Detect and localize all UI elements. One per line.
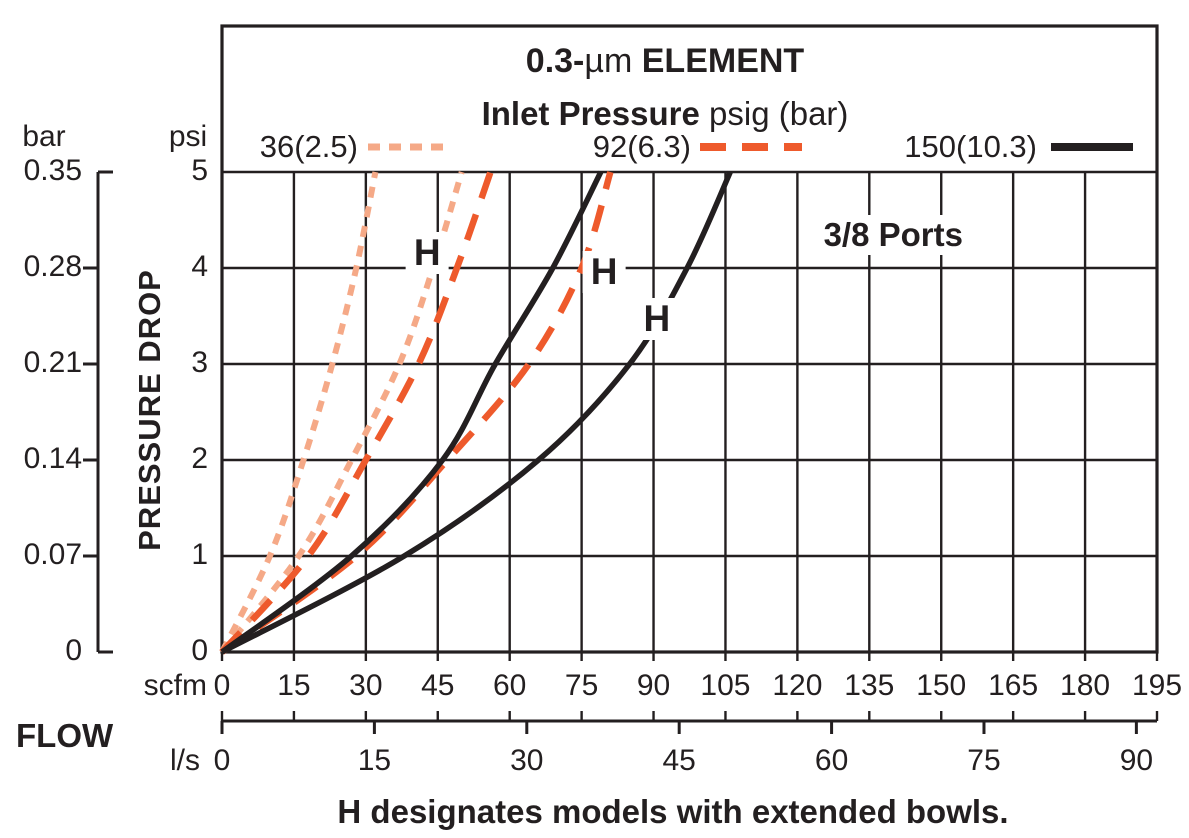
chart-subtitle: Inlet Pressure psig (bar)	[482, 95, 849, 133]
chart-title-micron: µm	[584, 42, 633, 80]
flow-axis-title: FLOW	[16, 717, 114, 754]
chart-frame	[220, 24, 1159, 654]
scfm-tick-label: 45	[421, 669, 455, 702]
scfm-tick-label: 15	[277, 669, 311, 702]
bar-tick-label: 0.14	[23, 442, 82, 475]
legend-label-92: 92(6.3)	[592, 129, 691, 164]
scfm-tick-label: 30	[349, 669, 383, 702]
ls-tick-label: 75	[967, 744, 1001, 777]
ls-tick-label: 15	[357, 744, 392, 777]
scfm-unit-label: scfm	[143, 669, 207, 702]
curve-36-2-5-	[219, 171, 379, 654]
psi-tick-label: 2	[191, 442, 208, 475]
curve-92-6-3-	[219, 170, 494, 655]
bar-tick-label: 0	[65, 634, 82, 667]
bar-tick-label: 0.28	[23, 250, 82, 283]
h-curve-label: H	[405, 231, 449, 274]
scfm-tick-label: 105	[700, 669, 751, 702]
extended-bowls-note: H designates models with extended bowls.	[337, 793, 1009, 830]
ls-tick-label: 90	[1119, 744, 1154, 777]
ls-tick-label: 45	[662, 744, 696, 777]
scfm-tick-label: 90	[636, 669, 671, 702]
psi-tick-label: 3	[191, 346, 208, 379]
scfm-tick-label: 150	[916, 669, 967, 702]
bar-tick-label: 0.21	[23, 346, 82, 379]
legend-label-36: 36(2.5)	[259, 129, 358, 164]
scfm-tick-label: 165	[988, 669, 1039, 702]
scfm-tick-label: 135	[844, 669, 895, 702]
h-curve-label: H	[635, 297, 679, 340]
curve-150-10-3-h	[220, 170, 733, 655]
scfm-tick-label: 195	[1131, 669, 1183, 702]
ls-tick-label: 30	[510, 744, 544, 777]
bar-unit-label: bar	[22, 120, 66, 153]
psi-tick-label: 5	[191, 154, 208, 187]
pressure-drop-axis-title: PRESSURE DROP	[132, 269, 167, 551]
ls-unit-label: l/s	[170, 744, 200, 777]
chart-subtitle-regular: psig (bar)	[699, 95, 849, 132]
curve-36-2-5-h	[219, 171, 465, 654]
chart-title-suffix: ELEMENT	[632, 42, 805, 80]
chart-subtitle-bold: Inlet Pressure	[481, 95, 700, 132]
scfm-tick-label: 120	[772, 669, 823, 702]
chart-title: 0.3-µm ELEMENT	[526, 42, 804, 81]
scfm-tick-label: 60	[493, 669, 527, 702]
scfm-tick-label: 75	[564, 669, 599, 702]
psi-unit-label: psi	[168, 120, 208, 153]
chart-title-prefix: 0.3-	[525, 42, 585, 80]
scfm-tick-label: 0	[213, 669, 231, 702]
curve-150-10-3-	[220, 170, 604, 655]
ls-tick-label: 0	[213, 744, 231, 777]
psi-tick-label: 4	[191, 250, 208, 283]
psi-tick-label: 1	[191, 538, 208, 571]
ls-tick-label: 60	[814, 744, 849, 777]
scfm-tick-label: 180	[1060, 669, 1111, 702]
legend-label-150: 150(10.3)	[904, 129, 1037, 164]
psi-tick-label: 0	[191, 634, 208, 667]
ports-annotation: 3/8 Ports	[813, 215, 973, 256]
bar-tick-label: 0.07	[23, 538, 82, 571]
h-curve-label: H	[582, 250, 626, 293]
bar-tick-label: 0.35	[23, 154, 82, 187]
